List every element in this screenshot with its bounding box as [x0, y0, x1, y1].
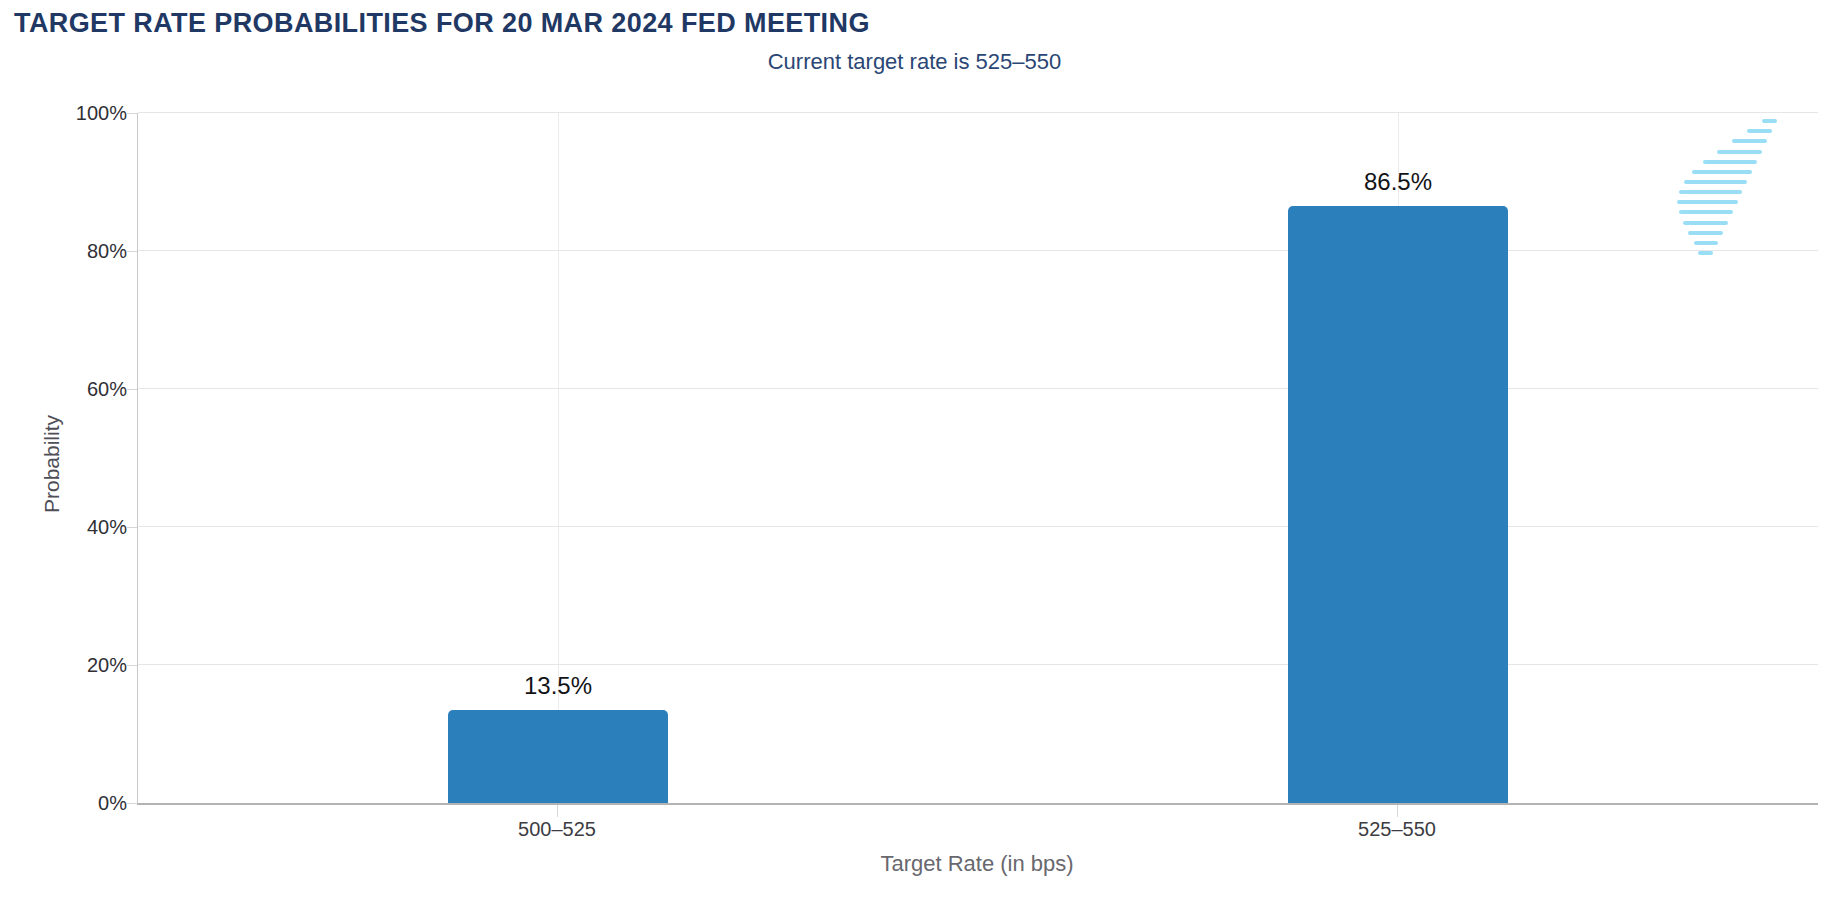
plot-area: 13.5% 86.5%: [137, 113, 1818, 805]
y-tick-label-0: 0%: [47, 791, 127, 815]
bar-value-label: 13.5%: [524, 672, 592, 700]
y-tick-mark-100: [127, 113, 137, 114]
y-tick-mark-0: [127, 803, 137, 804]
x-tick-label-1: 525–550: [1358, 818, 1436, 841]
gridline-60: [138, 388, 1818, 389]
y-tick-label-80: 80%: [47, 239, 127, 263]
probability-bar-500-525[interactable]: [448, 710, 668, 803]
y-tick-label-60: 60%: [47, 377, 127, 401]
chart-title: TARGET RATE PROBABILITIES FOR 20 MAR 202…: [14, 8, 870, 39]
probability-bar-525-550[interactable]: [1288, 206, 1508, 803]
y-tick-label-100: 100%: [47, 101, 127, 125]
x-axis-title: Target Rate (in bps): [137, 851, 1817, 877]
y-tick-mark-60: [127, 389, 137, 390]
x-tick-mark-1: [1397, 805, 1398, 817]
gridline-40: [138, 526, 1818, 527]
y-axis-title: Probability: [40, 404, 64, 524]
y-tick-mark-20: [127, 665, 137, 666]
gridline-20: [138, 664, 1818, 665]
x-tick-mark-0: [557, 805, 558, 817]
y-tick-mark-80: [127, 251, 137, 252]
chart-subtitle: Current target rate is 525–550: [0, 49, 1829, 75]
gridline-80: [138, 250, 1818, 251]
y-tick-label-20: 20%: [47, 653, 127, 677]
y-tick-label-40: 40%: [47, 515, 127, 539]
y-tick-mark-40: [127, 527, 137, 528]
bar-value-label: 86.5%: [1364, 168, 1432, 196]
gridline-100: [138, 112, 1818, 113]
x-tick-label-0: 500–525: [518, 818, 596, 841]
